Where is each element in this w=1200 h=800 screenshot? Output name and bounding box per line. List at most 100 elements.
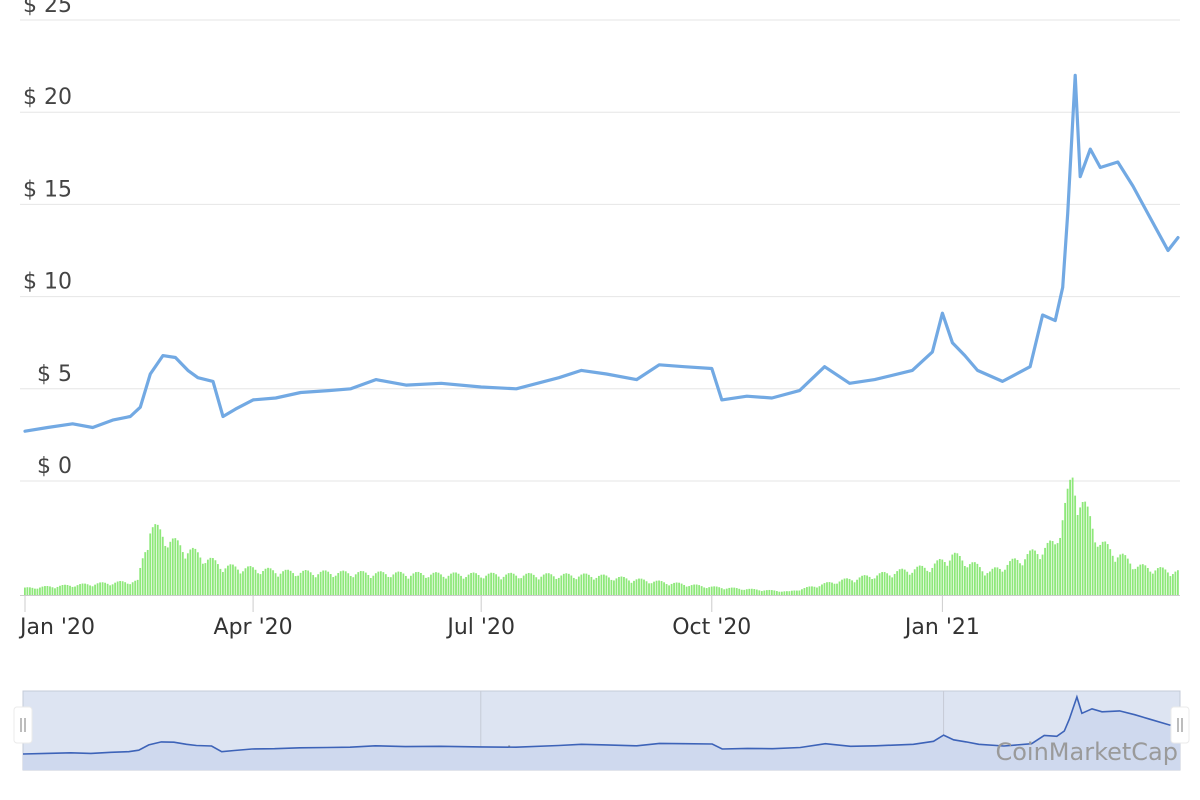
- volume-bar: [254, 569, 257, 595]
- volume-bar: [196, 552, 199, 595]
- volume-bar: [550, 574, 553, 595]
- volume-bar: [735, 588, 738, 595]
- volume-bar: [171, 538, 174, 595]
- volume-bar: [1177, 570, 1179, 595]
- volume-bar: [933, 563, 936, 595]
- navigator-left-handle[interactable]: [13, 706, 33, 744]
- navigator-right-handle[interactable]: [1170, 706, 1190, 744]
- volume-bar: [983, 575, 986, 595]
- volume-bar: [94, 584, 96, 595]
- volume-bar: [733, 587, 736, 595]
- volume-bar: [608, 577, 610, 595]
- volume-bar: [530, 573, 533, 595]
- volume-bar: [680, 583, 683, 595]
- volume-bar: [61, 585, 64, 595]
- volume-bar: [74, 586, 76, 595]
- volume-bar: [868, 576, 871, 595]
- volume-bar: [1159, 567, 1162, 595]
- volume-bar: [144, 552, 147, 595]
- volume-bar: [866, 575, 868, 595]
- volume-bar: [69, 585, 71, 595]
- volume-bar: [24, 587, 26, 595]
- volume-bar: [1079, 507, 1082, 595]
- volume-bar: [600, 574, 603, 595]
- volume-bar: [322, 570, 325, 595]
- price-series: [23, 73, 1180, 433]
- volume-bar: [237, 569, 239, 595]
- volume-bar: [833, 583, 836, 595]
- volume-bar: [176, 540, 179, 595]
- volume-bar: [1121, 553, 1124, 595]
- volume-bar: [109, 585, 112, 595]
- volume-bar: [1019, 563, 1021, 595]
- volume-bar: [382, 572, 385, 595]
- volume-bar: [1101, 541, 1104, 595]
- volume-bar: [633, 580, 635, 595]
- volume-bar: [470, 572, 472, 595]
- volume-bar: [700, 586, 703, 595]
- volume-bar: [86, 584, 89, 595]
- volume-bar: [161, 536, 164, 595]
- volume-bar: [552, 576, 555, 595]
- volume-bar: [821, 584, 823, 595]
- volume-bar: [64, 584, 66, 595]
- volume-bar: [1021, 565, 1024, 595]
- volume-bar: [191, 547, 194, 595]
- volume-bar: [1081, 501, 1084, 595]
- volume-bar: [758, 590, 761, 595]
- volume-bar: [878, 573, 881, 595]
- volume-bar: [334, 575, 337, 595]
- volume-bar: [44, 586, 46, 595]
- volume-bar: [916, 566, 919, 595]
- volume-bar: [1054, 544, 1056, 595]
- volume-bar: [936, 560, 939, 595]
- volume-bar: [1144, 565, 1147, 595]
- volume-bar: [618, 577, 620, 595]
- volume-bar: [590, 576, 593, 595]
- volume-bar: [410, 575, 412, 595]
- volume-bar: [818, 586, 821, 595]
- volume-bar: [242, 571, 244, 595]
- volume-bar: [575, 579, 578, 595]
- volume-bar: [289, 570, 292, 595]
- volume-bar: [84, 583, 86, 595]
- volume-bar: [317, 574, 320, 595]
- volume-bar: [570, 575, 573, 595]
- volume-bar: [244, 568, 247, 595]
- volume-bar: [139, 567, 142, 595]
- volume-bar: [1174, 571, 1177, 595]
- volume-bar: [941, 559, 944, 595]
- volume-bar: [76, 585, 79, 595]
- volume-bar: [352, 577, 355, 595]
- volume-bar: [465, 577, 467, 595]
- volume-bar: [1059, 537, 1061, 595]
- volume-bar: [785, 591, 788, 595]
- volume-bar: [1071, 477, 1074, 595]
- volume-bar: [753, 589, 756, 595]
- volume-bar: [66, 585, 69, 595]
- volume-bar: [505, 574, 508, 595]
- volume-bar: [1154, 570, 1157, 595]
- volume-bar: [705, 588, 708, 595]
- volume-bar: [1171, 574, 1174, 595]
- volume-bar: [174, 538, 177, 595]
- volume-bar: [628, 580, 630, 595]
- volume-bar: [693, 584, 696, 595]
- volume-bar: [302, 570, 305, 595]
- volume-bar: [720, 588, 723, 595]
- volume-bar: [1011, 558, 1014, 595]
- volume-bar: [928, 572, 931, 595]
- volume-bar: [582, 573, 585, 595]
- volume-bar: [640, 578, 643, 595]
- volume-bar: [229, 564, 232, 595]
- volume-bar: [743, 589, 746, 595]
- volume-bar: [389, 577, 392, 595]
- volume-bar: [337, 573, 340, 595]
- volume-bar: [838, 581, 841, 595]
- volume-bar: [828, 582, 831, 595]
- volume-bar: [184, 558, 187, 595]
- volume-bar: [392, 574, 395, 595]
- volume-bar: [580, 574, 583, 595]
- volume-bar: [981, 571, 984, 595]
